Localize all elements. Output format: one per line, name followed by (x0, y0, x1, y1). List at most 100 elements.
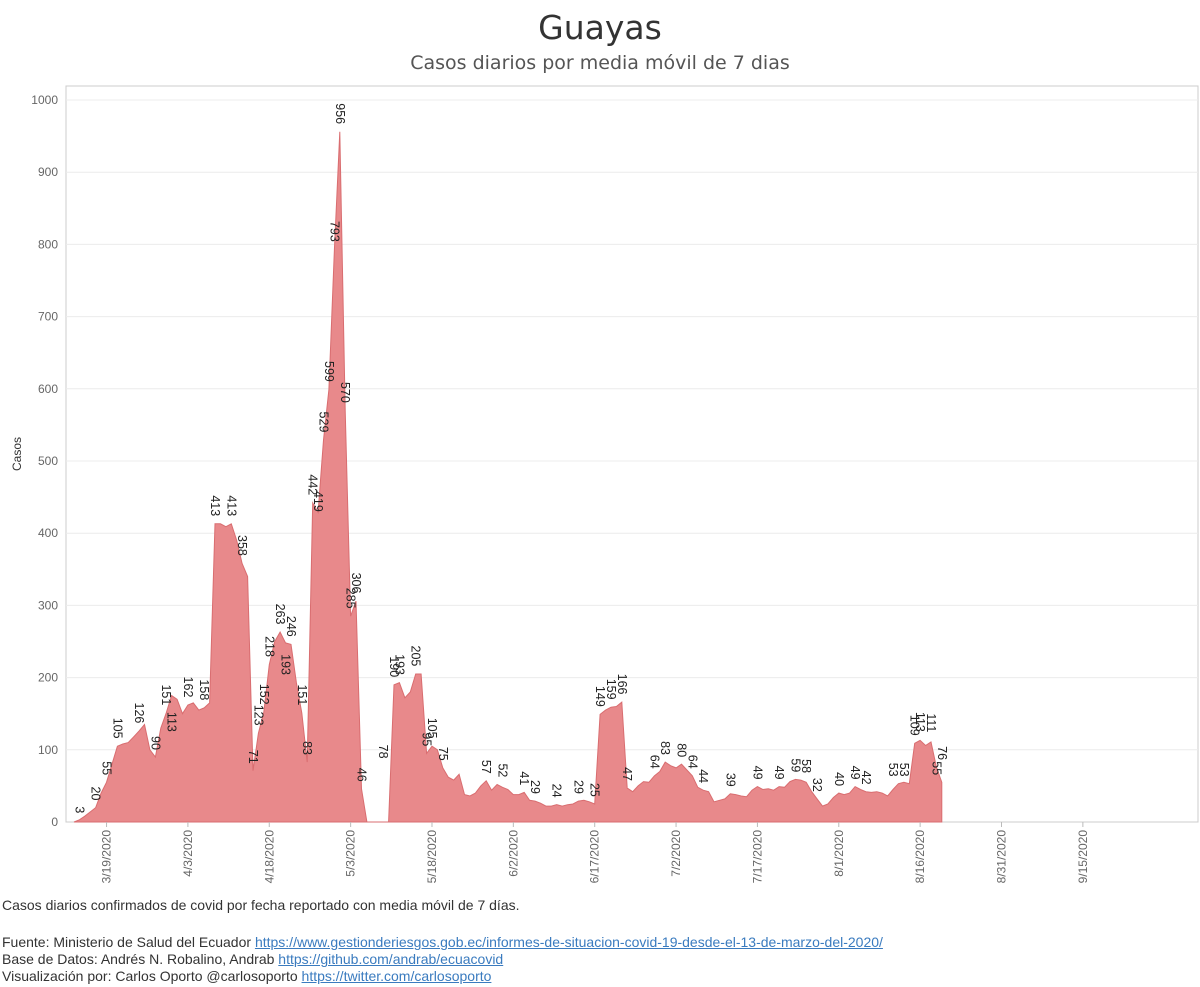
footer-visualization: Visualización por: Carlos Oporto @carlos… (2, 968, 491, 985)
x-tick-label: 5/18/2020 (425, 830, 439, 884)
data-label: 162 (181, 677, 195, 698)
footer-source: Fuente: Ministerio de Salud del Ecuador … (2, 934, 883, 951)
x-tick-label: 9/15/2020 (1076, 830, 1090, 884)
x-tick-label: 6/17/2020 (588, 830, 602, 884)
data-label: 285 (344, 588, 358, 609)
data-label: 113 (165, 712, 179, 732)
data-label: 149 (593, 686, 607, 707)
y-tick-label: 700 (38, 310, 58, 324)
data-label: 55 (929, 761, 943, 775)
footer-note: Casos diarios confirmados de covid por f… (2, 897, 520, 913)
database-link[interactable]: https://github.com/andrab/ecuacovid (278, 951, 504, 967)
data-label: 126 (132, 703, 146, 724)
data-label: 358 (235, 535, 249, 556)
data-label: 32 (810, 778, 824, 792)
data-label: 109 (908, 715, 922, 736)
data-label: 49 (772, 766, 786, 780)
data-label: 46 (354, 768, 368, 782)
data-label: 47 (620, 767, 634, 781)
data-label: 55 (100, 761, 114, 775)
visualization-link[interactable]: https://twitter.com/carlosoporto (301, 968, 492, 984)
data-label: 40 (832, 772, 846, 786)
y-tick-label: 500 (38, 454, 58, 468)
data-label: 205 (409, 645, 423, 666)
y-tick-label: 900 (38, 165, 58, 179)
data-label: 263 (273, 604, 287, 625)
data-label: 151 (295, 684, 309, 705)
data-label: 78 (376, 745, 390, 759)
data-label: 158 (197, 679, 211, 700)
data-label: 80 (674, 743, 688, 757)
data-label: 64 (647, 755, 661, 769)
area-chart: 0 100 200 300 400 500 600 700 800 900 1000 Casos 3/1… (10, 85, 1199, 884)
y-tick-label: 1000 (31, 93, 58, 107)
data-label: 152 (257, 684, 271, 705)
x-tick-label: 6/2/2020 (506, 830, 520, 877)
data-label: 599 (322, 361, 336, 382)
data-label: 218 (262, 636, 276, 657)
data-label: 246 (284, 616, 298, 637)
data-label: 793 (327, 221, 341, 242)
x-tick-label: 7/17/2020 (750, 830, 764, 884)
data-label: 83 (658, 741, 672, 755)
data-label: 25 (588, 783, 602, 797)
data-label: 83 (300, 741, 314, 755)
data-label: 529 (317, 412, 331, 433)
data-label: 159 (604, 679, 618, 700)
data-label: 52 (495, 763, 509, 777)
x-tick-label: 4/3/2020 (181, 830, 195, 877)
visualization-label: Visualización por: Carlos Oporto @carlos… (2, 968, 298, 984)
source-link[interactable]: https://www.gestionderiesgos.gob.ec/info… (254, 934, 883, 950)
data-label: 57 (479, 760, 493, 774)
footer-database: Base de Datos: Andrés N. Robalino, Andra… (2, 951, 503, 968)
data-label: 76 (935, 746, 949, 760)
data-label: 193 (279, 654, 293, 675)
data-label: 306 (349, 573, 363, 594)
data-label: 413 (208, 495, 222, 516)
data-label: 29 (571, 780, 585, 794)
y-axis-label: Casos (10, 437, 24, 471)
chart-subtitle: Casos diarios por media móvil de 7 dias (410, 52, 790, 74)
data-label: 95 (420, 732, 434, 746)
data-label: 151 (159, 684, 173, 705)
data-label: 3 (72, 806, 86, 813)
data-label: 24 (550, 784, 564, 798)
y-tick-label: 100 (38, 743, 58, 757)
source-label: Fuente: Ministerio de Salud del Ecuador (2, 934, 252, 950)
y-tick-label: 600 (38, 382, 58, 396)
x-tick-label: 8/1/2020 (832, 830, 846, 877)
data-label: 75 (436, 747, 450, 761)
data-label: 113 (913, 712, 927, 732)
x-tick-label: 3/19/2020 (100, 830, 114, 884)
data-label: 442 (306, 474, 320, 495)
data-label: 44 (696, 769, 710, 783)
x-tick-label: 7/2/2020 (669, 830, 683, 877)
data-label: 49 (848, 766, 862, 780)
data-label: 105 (425, 718, 439, 739)
data-label: 193 (392, 654, 406, 675)
data-label: 166 (615, 674, 629, 695)
data-label: 41 (517, 771, 531, 785)
y-tick-label: 400 (38, 526, 58, 540)
y-tick-label: 300 (38, 598, 58, 612)
x-tick-label: 4/18/2020 (262, 830, 276, 884)
daily-cases-area (73, 131, 943, 823)
plot-frame (65, 85, 1199, 823)
chart-title: Guayas (538, 8, 662, 47)
data-label: 58 (799, 759, 813, 773)
y-tick-label: 800 (38, 237, 58, 251)
data-label: 90 (148, 736, 162, 750)
data-label: 53 (886, 763, 900, 777)
database-label: Base de Datos: Andrés N. Robalino, Andra… (2, 951, 275, 967)
x-tick-label: 8/16/2020 (913, 830, 927, 884)
data-label: 53 (897, 763, 911, 777)
data-label: 49 (750, 766, 764, 780)
data-label: 123 (251, 705, 265, 726)
data-label: 105 (110, 718, 124, 739)
data-label: 39 (723, 773, 737, 787)
data-label: 419 (311, 491, 325, 512)
data-label: 570 (338, 382, 352, 403)
data-label: 956 (333, 103, 347, 124)
data-label: 20 (89, 787, 103, 801)
x-tick-label: 8/31/2020 (995, 830, 1009, 884)
